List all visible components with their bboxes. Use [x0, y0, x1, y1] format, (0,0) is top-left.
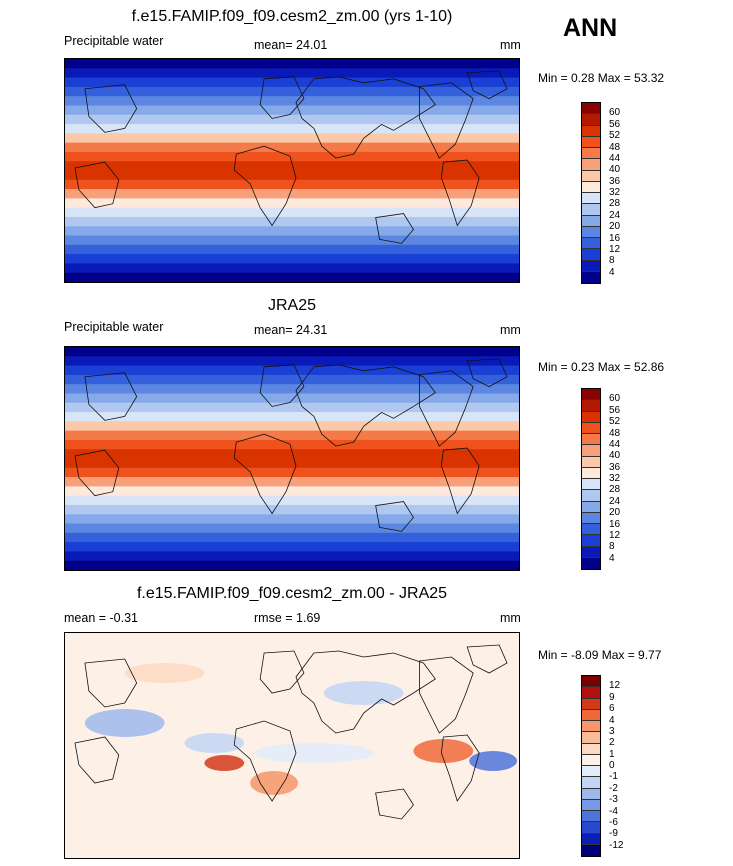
- colorbar-tick-label: 0: [609, 760, 615, 771]
- panel-1-minmax: Min = 0.28 Max = 53.32: [538, 71, 665, 85]
- colorbar-tick-label: 36: [609, 175, 621, 187]
- panel-3-colorbar: [581, 675, 601, 857]
- colorbar-tick-label: 40: [609, 450, 621, 462]
- colorbar-tick-label: 4: [609, 266, 615, 278]
- panel-2-units: mm: [500, 323, 521, 337]
- colorbar-tick-label: 56: [609, 404, 621, 416]
- colorbar-tick-label: 28: [609, 484, 621, 496]
- colorbar-tick-label: 56: [609, 118, 621, 130]
- panel-1-colorbar: [581, 102, 601, 284]
- colorbar-tick-label: -6: [609, 816, 618, 828]
- colorbar-tick-label: 48: [609, 427, 621, 439]
- panel-3-units: mm: [500, 611, 521, 625]
- panel-1-units: mm: [500, 38, 521, 52]
- panel-2-title: JRA25: [267, 297, 317, 314]
- panel-1-mean: mean= 24.01: [254, 38, 328, 52]
- colorbar-tick-label: 1: [609, 748, 615, 760]
- colorbar-tick-label: 16: [609, 518, 621, 530]
- colorbar-tick-label: 6: [609, 703, 615, 715]
- colorbar-tick-label: 48: [609, 141, 621, 153]
- colorbar-tick-label: 12: [609, 243, 621, 255]
- colorbar-tick-label: 52: [609, 416, 621, 428]
- colorbar-tick-label: 8: [609, 255, 615, 267]
- colorbar-tick-label: 12: [609, 680, 621, 692]
- colorbar-tick-label: 20: [609, 507, 621, 519]
- colorbar-tick-label: 32: [609, 473, 621, 484]
- panel-3-title: f.e15.FAMIP.f09_f09.cesm2_zm.00 - JRA25: [136, 585, 448, 602]
- colorbar-tick-label: -4: [609, 805, 618, 817]
- colorbar-tick-label: 2: [609, 737, 615, 749]
- colorbar-tick-label: 24: [609, 495, 621, 507]
- colorbar-tick-label: 4: [609, 552, 615, 564]
- colorbar-tick-label: -12: [609, 839, 624, 851]
- panel-1-map: [64, 58, 520, 283]
- colorbar-tick-label: 12: [609, 529, 621, 541]
- colorbar-tick-label: 20: [609, 221, 621, 233]
- panel-2-left-label: Precipitable water: [64, 320, 164, 334]
- panel-2-map: [64, 346, 520, 571]
- colorbar-tick-label: -9: [609, 828, 618, 840]
- colorbar-tick-label: 44: [609, 152, 621, 164]
- colorbar-tick-label: 28: [609, 198, 621, 210]
- colorbar-tick-label: 24: [609, 209, 621, 221]
- season-label: ANN: [563, 14, 618, 42]
- colorbar-tick-label: 60: [609, 107, 621, 119]
- colorbar-tick-label: 40: [609, 164, 621, 176]
- panel-2-minmax: Min = 0.23 Max = 52.86: [538, 360, 665, 374]
- panel-2-colorbar: [581, 388, 601, 570]
- panel-3-mean: mean = -0.31: [64, 611, 139, 625]
- panel-1-left-label: Precipitable water: [64, 34, 164, 48]
- panel-1-title: f.e15.FAMIP.f09_f09.cesm2_zm.00 (yrs 1-1…: [131, 8, 453, 25]
- colorbar-tick-label: 8: [609, 541, 615, 553]
- colorbar-tick-label: 3: [609, 725, 615, 737]
- colorbar-tick-label: 52: [609, 130, 621, 142]
- panel-2-mean: mean= 24.31: [254, 323, 328, 337]
- colorbar-tick-label: 16: [609, 232, 621, 244]
- colorbar-tick-label: 44: [609, 438, 621, 450]
- colorbar-tick-label: 60: [609, 393, 621, 405]
- colorbar-tick-label: -1: [609, 771, 618, 783]
- colorbar-tick-label: 36: [609, 461, 621, 473]
- colorbar-tick-label: 32: [609, 187, 621, 198]
- panel-3-map: [64, 632, 520, 859]
- colorbar-tick-label: 4: [609, 714, 615, 726]
- colorbar-tick-label: 9: [609, 691, 615, 703]
- colorbar-tick-label: -2: [609, 782, 618, 794]
- colorbar-tick-label: -3: [609, 794, 618, 806]
- panel-3-minmax: Min = -8.09 Max = 9.77: [538, 648, 662, 662]
- panel-3-rmse: rmse = 1.69: [254, 611, 321, 625]
